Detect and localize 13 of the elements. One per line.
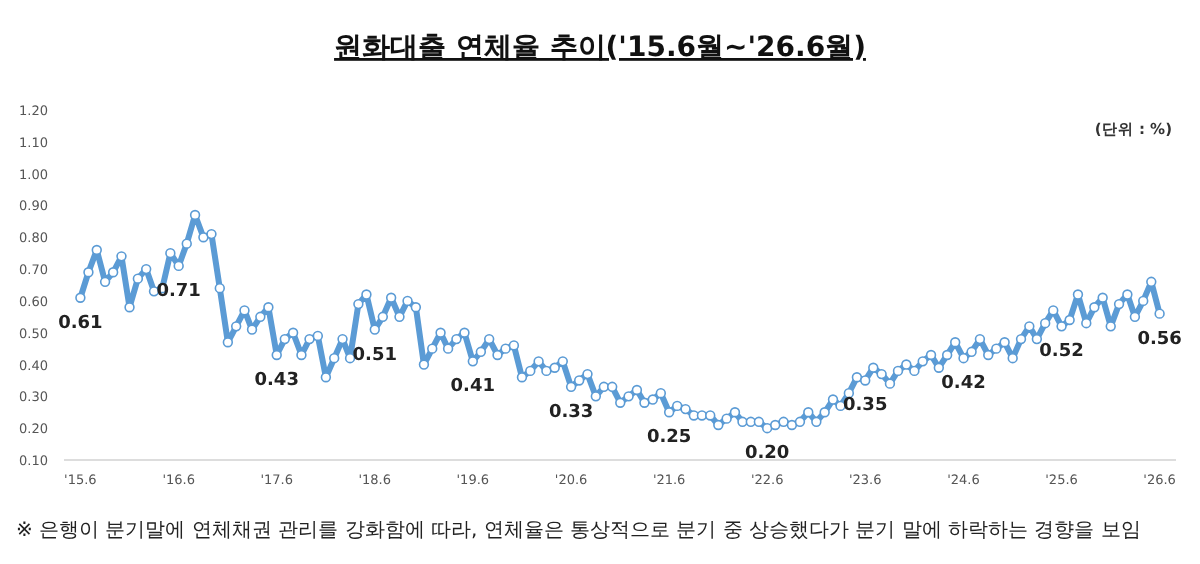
data-label: 0.42 bbox=[941, 374, 986, 395]
data-label: 0.52 bbox=[1039, 342, 1084, 363]
chart-title: 원화대출 연체율 추이('15.6월~'26.6월) bbox=[334, 32, 866, 64]
data-label: 0.33 bbox=[548, 402, 594, 423]
data-label: 0.41 bbox=[450, 377, 496, 398]
data-label: 0.56 bbox=[1137, 329, 1182, 350]
data-label: 0.61 bbox=[58, 313, 103, 334]
data-label: 0.43 bbox=[254, 371, 299, 391]
data-label: 0.20 bbox=[744, 444, 790, 465]
text: ※ 은행이 분기말에 연체채권 관리를 강화함에 따라, 연체율은 통상적으로 분기 중 상승했다가 분기 말에 하락하는 경향을 보임 bbox=[16, 520, 1141, 542]
data-label: 0.35 bbox=[843, 396, 888, 417]
data-label: 0.25 bbox=[646, 428, 692, 449]
data-label: 0.71 bbox=[156, 281, 201, 302]
